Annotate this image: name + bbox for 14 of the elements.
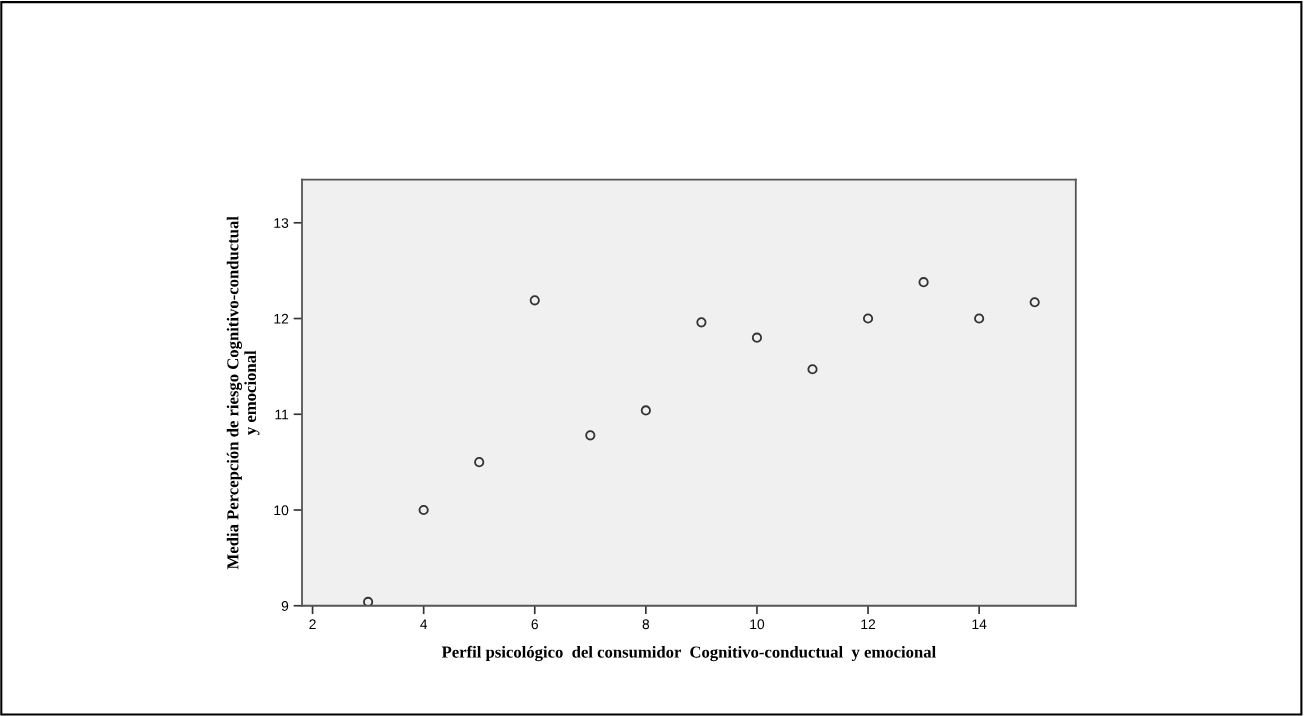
x-tick-label: 4 xyxy=(420,619,428,629)
y-tick-label: 13 xyxy=(274,218,289,228)
x-tick-label: 6 xyxy=(531,619,539,630)
x-tick-label: 14 xyxy=(972,619,987,629)
x-tick-label: 10 xyxy=(750,619,765,630)
x-axis-title: Perfil psicológico del consumidor Cognitivo-conductual y emocional xyxy=(441,645,936,662)
x-tick-label: 12 xyxy=(861,619,876,629)
y-tick-label: 10 xyxy=(274,505,289,516)
x-tick-label: 8 xyxy=(642,619,650,630)
y-axis-title: Media Percepción de riesgo Cognitivo-conductual y emocional xyxy=(226,216,260,570)
y-tick-label: 12 xyxy=(274,313,289,324)
y-tick-label: 9 xyxy=(281,601,289,611)
y-tick-label: 11 xyxy=(275,409,289,420)
x-tick-label: 2 xyxy=(309,619,316,629)
